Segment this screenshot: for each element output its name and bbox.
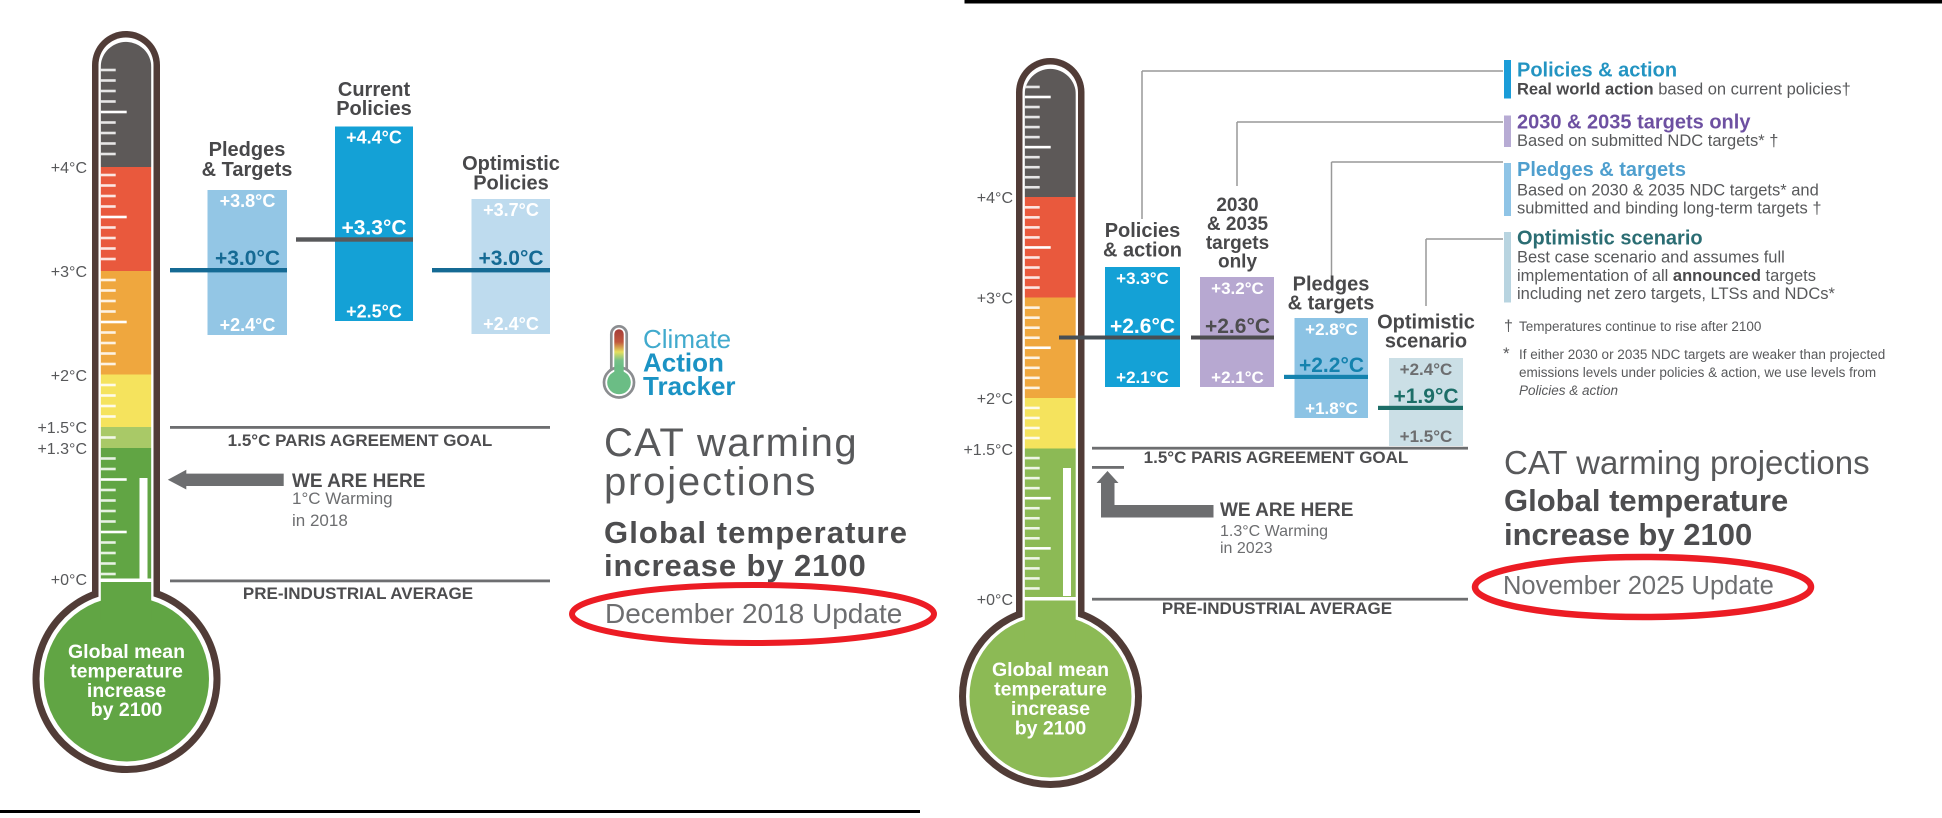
svg-text:+1.9°C: +1.9°C	[1393, 385, 1458, 408]
svg-text:& action: & action	[1103, 240, 1182, 262]
svg-text:Pledges: Pledges	[209, 139, 286, 161]
svg-text:+3.0°C: +3.0°C	[478, 247, 543, 270]
svg-text:+1.5°C: +1.5°C	[37, 420, 87, 437]
svg-text:Real world action based on cur: Real world action based on current polic…	[1517, 81, 1851, 99]
svg-text:+2.4°C: +2.4°C	[483, 314, 539, 334]
svg-text:+3.2°C: +3.2°C	[1211, 279, 1264, 298]
svg-text:+1.8°C: +1.8°C	[1305, 399, 1358, 418]
svg-text:+0°C: +0°C	[977, 592, 1013, 609]
svg-text:& Targets: & Targets	[202, 159, 293, 181]
svg-text:Optimistic scenario: Optimistic scenario	[1517, 228, 1703, 250]
svg-text:+2.1°C: +2.1°C	[1116, 368, 1169, 387]
svg-text:+2.4°C: +2.4°C	[220, 315, 276, 335]
svg-text:If either 2030 or 2035 NDC tar: If either 2030 or 2035 NDC targets are w…	[1519, 347, 1885, 362]
svg-text:+2.6°C: +2.6°C	[1205, 315, 1270, 338]
svg-text:CAT warming: CAT warming	[604, 421, 858, 465]
svg-text:+3.0°C: +3.0°C	[215, 247, 280, 270]
svg-text:Temperatures continue to rise: Temperatures continue to rise after 2100	[1519, 319, 1761, 334]
svg-text:Policies: Policies	[473, 173, 549, 195]
svg-text:+3.8°C: +3.8°C	[220, 191, 276, 211]
svg-text:2030: 2030	[1216, 195, 1258, 216]
svg-text:Based on submitted NDC targets: Based on submitted NDC targets* †	[1517, 132, 1778, 150]
svg-text:+4.4°C: +4.4°C	[346, 128, 402, 148]
svg-text:Pledges & targets: Pledges & targets	[1517, 159, 1686, 181]
svg-text:+2°C: +2°C	[51, 368, 87, 385]
svg-text:1°C Warming: 1°C Warming	[292, 489, 393, 508]
svg-text:increase by 2100: increase by 2100	[604, 548, 867, 583]
svg-text:by 2100: by 2100	[1015, 718, 1087, 740]
svg-text:1.5°C PARIS AGREEMENT GOAL: 1.5°C PARIS AGREEMENT GOAL	[228, 431, 493, 450]
svg-text:November 2025 Update: November 2025 Update	[1503, 572, 1774, 600]
svg-text:& targets: & targets	[1288, 293, 1375, 315]
svg-text:scenario: scenario	[1385, 331, 1467, 353]
svg-text:+0°C: +0°C	[51, 572, 87, 589]
svg-text:WE ARE HERE: WE ARE HERE	[1220, 500, 1353, 521]
svg-text:& 2035: & 2035	[1207, 214, 1269, 235]
svg-text:+3.3°C: +3.3°C	[1116, 269, 1169, 288]
svg-text:implementation of all announce: implementation of all announced targets	[1517, 267, 1816, 285]
svg-text:Global temperature: Global temperature	[604, 515, 908, 550]
svg-text:increase by 2100: increase by 2100	[1504, 517, 1752, 552]
svg-text:+2.8°C: +2.8°C	[1305, 320, 1358, 339]
svg-text:+2.6°C: +2.6°C	[1110, 315, 1175, 338]
svg-text:+4°C: +4°C	[977, 190, 1013, 207]
svg-text:Tracker: Tracker	[643, 371, 736, 401]
svg-text:*: *	[1503, 344, 1510, 363]
svg-text:+1.3°C: +1.3°C	[37, 441, 87, 458]
svg-text:emissions levels under policie: emissions levels under policies & action…	[1519, 365, 1876, 380]
svg-text:+3°C: +3°C	[51, 264, 87, 281]
svg-text:+3°C: +3°C	[977, 291, 1013, 308]
svg-text:+1.5°C: +1.5°C	[1400, 427, 1453, 446]
svg-text:+2.5°C: +2.5°C	[346, 302, 402, 322]
svg-text:by 2100: by 2100	[91, 699, 163, 721]
svg-text:Policies & action: Policies & action	[1517, 60, 1677, 82]
svg-text:submitted and binding long-ter: submitted and binding long-term targets …	[1517, 200, 1822, 218]
svg-text:Policies: Policies	[336, 98, 412, 120]
svg-text:1.3°C Warming: 1.3°C Warming	[1220, 523, 1328, 540]
svg-text:PRE-INDUSTRIAL AVERAGE: PRE-INDUSTRIAL AVERAGE	[243, 584, 473, 603]
svg-text:†: †	[1504, 318, 1513, 335]
svg-text:Policies & action: Policies & action	[1519, 383, 1618, 398]
svg-text:Global temperature: Global temperature	[1504, 483, 1788, 518]
svg-text:Best case scenario and assumes: Best case scenario and assumes full	[1517, 249, 1785, 267]
svg-text:Based on 2030 & 2035 NDC targe: Based on 2030 & 2035 NDC targets* and	[1517, 182, 1819, 200]
svg-text:+2.2°C: +2.2°C	[1299, 354, 1364, 377]
svg-text:projections: projections	[604, 460, 817, 504]
svg-text:+2°C: +2°C	[977, 391, 1013, 408]
svg-text:+3.7°C: +3.7°C	[483, 200, 539, 220]
svg-text:PRE-INDUSTRIAL AVERAGE: PRE-INDUSTRIAL AVERAGE	[1162, 599, 1392, 618]
svg-text:+1.5°C: +1.5°C	[963, 442, 1013, 459]
svg-text:in 2023: in 2023	[1220, 540, 1273, 557]
svg-text:1.5°C PARIS AGREEMENT GOAL: 1.5°C PARIS AGREEMENT GOAL	[1144, 448, 1409, 467]
svg-text:in 2018: in 2018	[292, 511, 348, 530]
svg-text:2030 & 2035 targets only: 2030 & 2035 targets only	[1517, 112, 1751, 134]
svg-text:December 2018 Update: December 2018 Update	[605, 598, 902, 629]
svg-text:+2.4°C: +2.4°C	[1400, 360, 1453, 379]
svg-text:only: only	[1218, 252, 1257, 273]
svg-text:including net zero targets, LT: including net zero targets, LTSs and NDC…	[1517, 285, 1836, 303]
svg-text:+3.3°C: +3.3°C	[341, 217, 406, 240]
svg-text:+4°C: +4°C	[51, 160, 87, 177]
svg-text:+2.1°C: +2.1°C	[1211, 368, 1264, 387]
svg-text:CAT warming projections: CAT warming projections	[1504, 444, 1870, 481]
